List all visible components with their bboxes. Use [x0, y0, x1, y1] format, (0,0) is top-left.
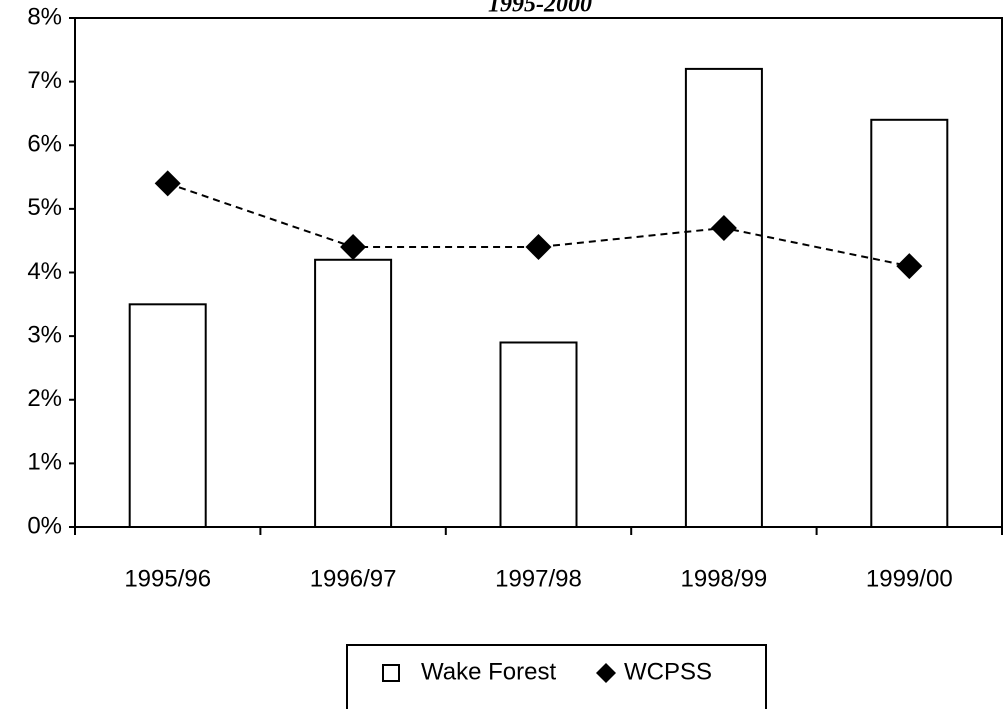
y-tick-label: 8%	[27, 3, 62, 30]
bar	[870, 118, 949, 529]
y-tick-label: 6%	[27, 131, 62, 158]
y-tick-label: 5%	[27, 194, 62, 221]
x-tick-label: 1998/99	[681, 565, 768, 592]
y-tick-label: 1%	[27, 449, 62, 476]
point	[340, 234, 367, 261]
bar	[499, 341, 578, 528]
legend-label: WCPSS	[624, 658, 712, 685]
bar	[684, 67, 763, 529]
x-tick-label: 1996/97	[310, 565, 397, 592]
legend-swatch	[596, 663, 616, 683]
line	[167, 182, 910, 268]
legend-box	[346, 644, 767, 709]
y-tick-label: 4%	[27, 258, 62, 285]
legend-label: Wake Forest	[421, 658, 556, 685]
y-tick-label: 2%	[27, 385, 62, 412]
x-tick-label: 1999/00	[866, 565, 953, 592]
y-tick-label: 3%	[27, 321, 62, 348]
x-tick-label: 1995/96	[124, 565, 211, 592]
bar	[128, 303, 207, 528]
x-tick-label: 1997/98	[495, 565, 582, 592]
point	[154, 170, 181, 197]
bar	[314, 258, 393, 528]
y-tick-label: 0%	[27, 512, 62, 539]
point	[710, 214, 737, 241]
point	[896, 253, 923, 280]
legend-swatch	[382, 664, 400, 682]
point	[525, 234, 552, 261]
chart-title: 1995-2000	[488, 0, 592, 18]
y-tick-label: 7%	[27, 67, 62, 94]
